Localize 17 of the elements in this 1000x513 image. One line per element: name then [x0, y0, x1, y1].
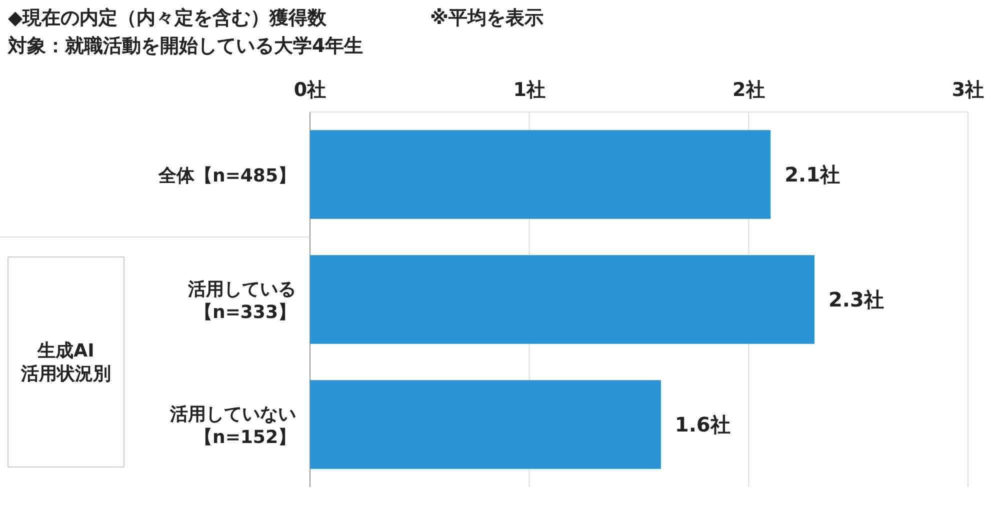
x-tick-label: 1社	[513, 79, 546, 101]
y-tick-label: 活用していない【n=152】	[169, 404, 296, 448]
data-label: 2.1社	[784, 162, 840, 186]
y-tick-label: 全体【n=485】	[158, 166, 296, 186]
data-label: 1.6社	[674, 412, 730, 436]
chart-subtitle: 対象：就職活動を開始している大学4年生	[7, 35, 364, 57]
text: 生成AI活用状況別	[20, 340, 111, 385]
bar	[310, 130, 771, 219]
data-label: 2.3社	[828, 288, 884, 312]
bar	[310, 380, 661, 469]
chart-title: ◆現在の内定（内々定を含む）獲得数	[8, 7, 328, 29]
x-tick-label: 0社	[294, 79, 326, 101]
x-tick-label: 3社	[952, 79, 984, 101]
text: ※平均を表示	[430, 7, 544, 29]
bar	[310, 255, 814, 344]
x-tick-label: 2社	[732, 79, 765, 101]
y-tick-label: 活用している【n=333】	[187, 278, 296, 324]
